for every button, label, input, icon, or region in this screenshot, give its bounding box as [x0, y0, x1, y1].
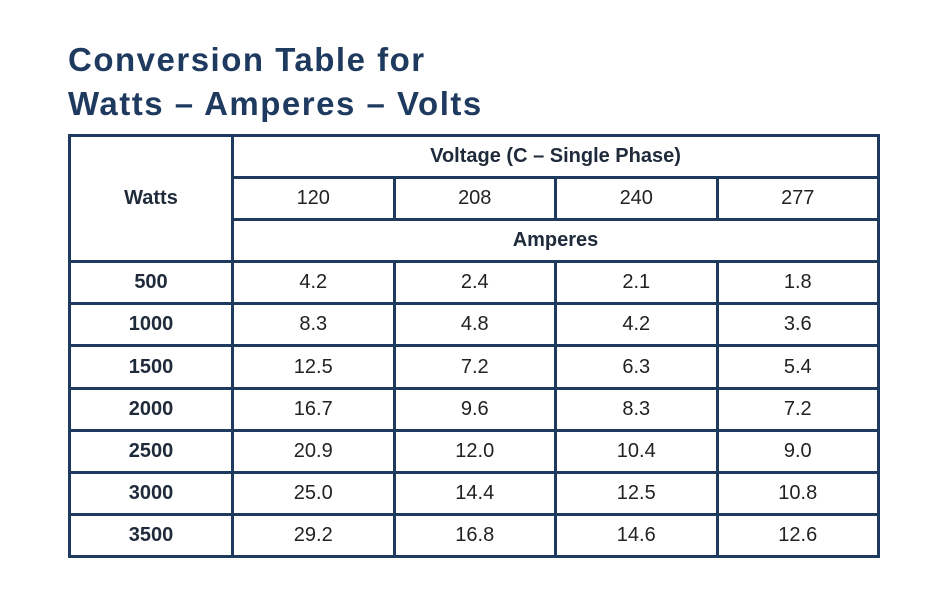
amperes-cell: 6.3: [557, 347, 716, 387]
voltage-row: 120 208 240 277: [71, 179, 877, 219]
amperes-cell: 10.4: [557, 431, 716, 471]
watts-cell: 2500: [71, 431, 231, 471]
amperes-cell: 29.2: [234, 515, 393, 555]
amperes-cell: 14.6: [557, 515, 716, 555]
amperes-cell: 16.7: [234, 389, 393, 429]
data-row: 2500 20.9 12.0 10.4 9.0: [71, 431, 877, 471]
data-row: 3000 25.0 14.4 12.5 10.8: [71, 473, 877, 513]
title-line: Watts – Amperes – Volts: [68, 85, 483, 122]
title-line: Conversion Table for: [68, 41, 426, 78]
watts-cell: 3000: [71, 473, 231, 513]
header-row: Watts Voltage (C – Single Phase): [71, 137, 877, 261]
amperes-cell: 20.9: [234, 431, 393, 471]
conversion-table: Watts Voltage (C – Single Phase) 120 208 2…: [68, 134, 880, 558]
amperes-cell: 1.8: [718, 263, 877, 303]
data-row: 1500 12.5 7.2 6.3 5.4: [71, 347, 877, 387]
data-row: 2000 16.7 9.6 8.3 7.2: [71, 389, 877, 429]
voltage-cell: 240: [557, 179, 716, 219]
data-row: 1000 8.3 4.8 4.2 3.6: [71, 305, 877, 345]
amperes-cell: 9.6: [395, 389, 554, 429]
amperes-cell: 2.1: [557, 263, 716, 303]
watts-cell: 500: [71, 263, 231, 303]
amperes-cell: 2.4: [395, 263, 554, 303]
amperes-cell: 12.5: [234, 347, 393, 387]
amperes-cell: 25.0: [234, 473, 393, 513]
amperes-header: Amperes: [234, 221, 877, 261]
watts-cell: 1500: [71, 347, 231, 387]
amperes-cell: 10.8: [718, 473, 877, 513]
voltage-cell: 208: [395, 179, 554, 219]
voltage-header: Voltage (C – Single Phase): [234, 137, 877, 177]
amperes-cell: 3.6: [718, 305, 877, 345]
data-row: 500 4.2 2.4 2.1 1.8: [71, 263, 877, 303]
amperes-cell: 5.4: [718, 347, 877, 387]
amperes-cell: 12.6: [718, 515, 877, 555]
amperes-cell: 16.8: [395, 515, 554, 555]
watts-cell: 3500: [71, 515, 231, 555]
watts-cell: 1000: [71, 305, 231, 345]
title: Conversion Table for Watts – Amperes – V…: [68, 38, 483, 126]
amperes-cell: 12.0: [395, 431, 554, 471]
amperes-cell: 12.5: [557, 473, 716, 513]
data-row: 3500 29.2 16.8 14.6 12.6: [71, 515, 877, 555]
amperes-cell: 4.8: [395, 305, 554, 345]
amperes-cell: 4.2: [234, 263, 393, 303]
amperes-cell: 9.0: [718, 431, 877, 471]
watts-header: Watts: [71, 137, 231, 261]
amperes-cell: 8.3: [557, 389, 716, 429]
amperes-cell: 8.3: [234, 305, 393, 345]
watts-cell: 2000: [71, 389, 231, 429]
amperes-row: Amperes: [71, 221, 877, 261]
amperes-cell: 14.4: [395, 473, 554, 513]
amperes-cell: 7.2: [718, 389, 877, 429]
voltage-cell: 120: [234, 179, 393, 219]
voltage-cell: 277: [718, 179, 877, 219]
amperes-cell: 4.2: [557, 305, 716, 345]
amperes-cell: 7.2: [395, 347, 554, 387]
